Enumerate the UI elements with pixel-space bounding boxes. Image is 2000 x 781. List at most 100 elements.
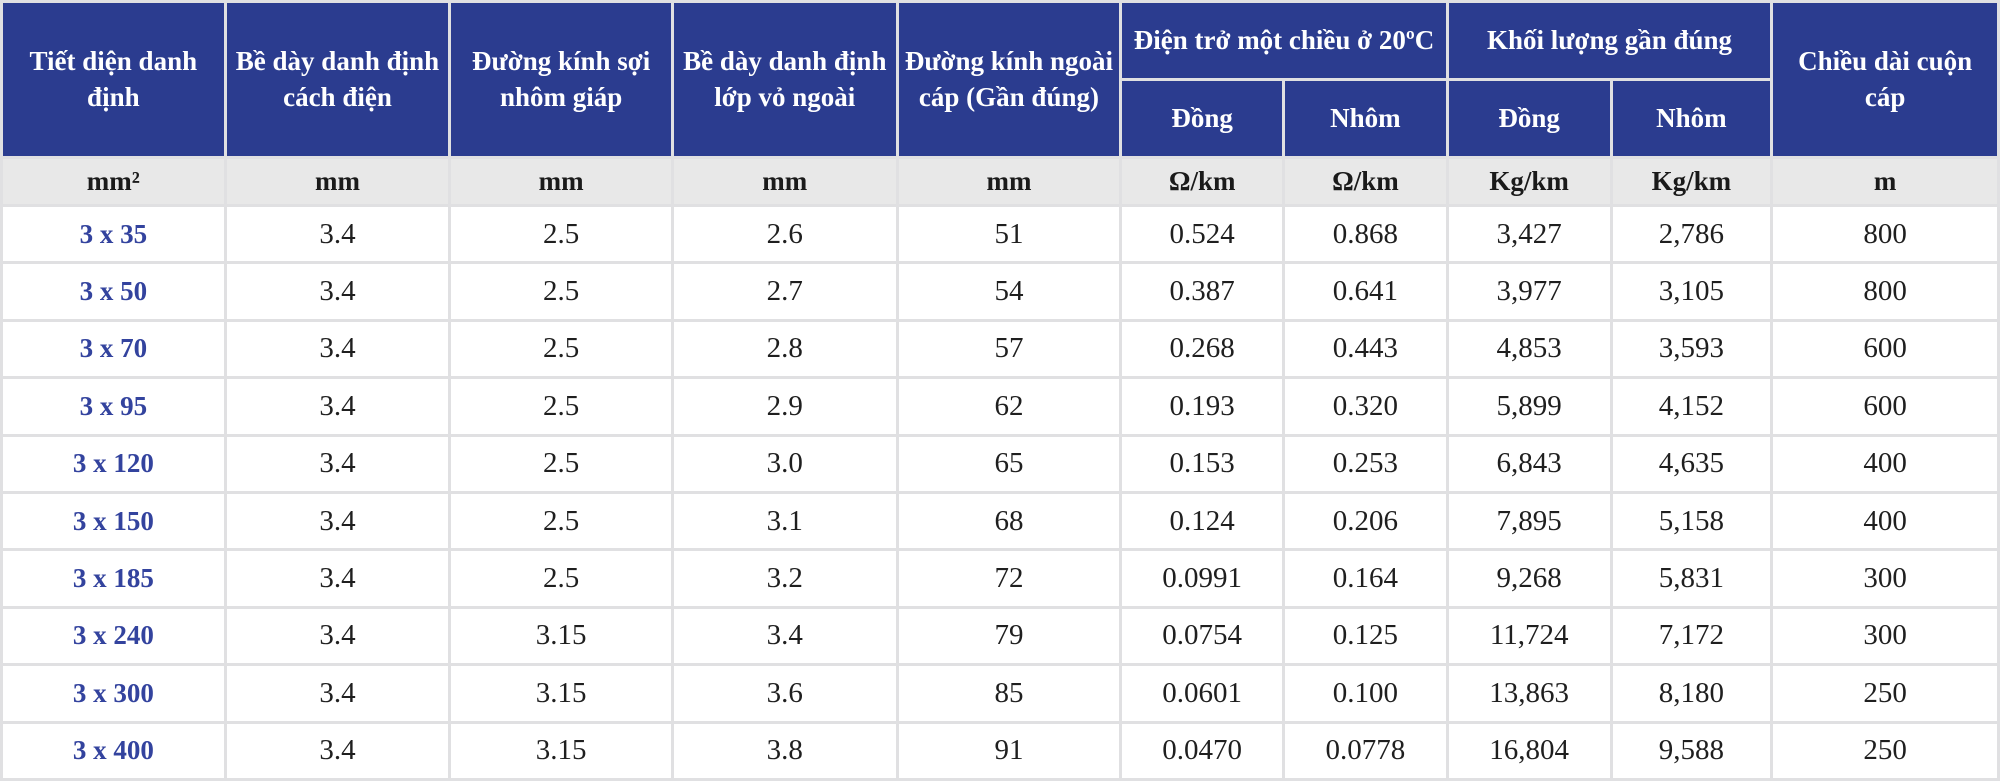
- data-cell: 2.5: [448, 433, 674, 494]
- data-cell: 0.125: [1282, 605, 1449, 667]
- data-cell: 0.0470: [1119, 720, 1286, 781]
- data-cell: 5,158: [1609, 490, 1774, 552]
- table-row: 3 x 185 3.4 2.5 3.2 72 0.0991 0.164 9,26…: [0, 548, 2000, 609]
- subheader-resistance-copper: Đồng: [1119, 78, 1286, 159]
- data-cell: 0.206: [1282, 490, 1449, 552]
- data-cell: 0.320: [1282, 376, 1449, 437]
- unit-cell: mm: [895, 156, 1123, 207]
- data-cell: 3.15: [448, 720, 674, 781]
- data-cell: 62: [895, 376, 1123, 437]
- header-outer-sheath-thickness: Bề dày danh định lớp vỏ ngoài: [670, 0, 899, 159]
- table-row: 3 x 150 3.4 2.5 3.1 68 0.124 0.206 7,895…: [0, 490, 2000, 552]
- data-cell: 54: [895, 261, 1123, 322]
- data-cell: 2.5: [448, 261, 674, 322]
- data-cell: 2.5: [448, 318, 674, 380]
- data-cell: 4,152: [1609, 376, 1774, 437]
- data-cell: 0.641: [1282, 261, 1449, 322]
- data-cell: 400: [1770, 433, 2000, 494]
- data-cell: 600: [1770, 318, 2000, 380]
- row-label: 3 x 95: [0, 376, 227, 437]
- data-cell: 91: [895, 720, 1123, 781]
- header-group-approx-mass: Khối lượng gần đúng: [1445, 0, 1774, 81]
- data-cell: 2.5: [448, 490, 674, 552]
- data-cell: 3.4: [223, 490, 452, 552]
- data-cell: 8,180: [1609, 663, 1774, 724]
- data-cell: 0.524: [1119, 203, 1286, 265]
- row-label: 3 x 240: [0, 605, 227, 667]
- table-row: 3 x 95 3.4 2.5 2.9 62 0.193 0.320 5,899 …: [0, 376, 2000, 437]
- header-group-dc-resistance: Điện trở một chiều ở 20ºC: [1119, 0, 1449, 81]
- data-cell: 13,863: [1445, 663, 1613, 724]
- table-row: 3 x 120 3.4 2.5 3.0 65 0.153 0.253 6,843…: [0, 433, 2000, 494]
- data-cell: 3.15: [448, 605, 674, 667]
- data-cell: 3.0: [670, 433, 899, 494]
- unit-cell: m: [1770, 156, 2000, 207]
- row-label: 3 x 120: [0, 433, 227, 494]
- data-cell: 16,804: [1445, 720, 1613, 781]
- data-cell: 0.100: [1282, 663, 1449, 724]
- row-label: 3 x 400: [0, 720, 227, 781]
- data-cell: 3.2: [670, 548, 899, 609]
- data-cell: 3.4: [223, 548, 452, 609]
- table-row: 3 x 300 3.4 3.15 3.6 85 0.0601 0.100 13,…: [0, 663, 2000, 724]
- data-cell: 3.6: [670, 663, 899, 724]
- data-cell: 0.0601: [1119, 663, 1286, 724]
- data-cell: 400: [1770, 490, 2000, 552]
- units-row: mm² mm mm mm mm Ω/km Ω/km Kg/km Kg/km m: [0, 156, 2000, 207]
- data-cell: 0.868: [1282, 203, 1449, 265]
- data-cell: 3,977: [1445, 261, 1613, 322]
- header-armour-wire-diameter: Đường kính sợi nhôm giáp: [448, 0, 674, 159]
- data-cell: 0.124: [1119, 490, 1286, 552]
- data-cell: 2.6: [670, 203, 899, 265]
- data-cell: 2.5: [448, 548, 674, 609]
- data-cell: 0.253: [1282, 433, 1449, 494]
- unit-cell: mm²: [0, 156, 227, 207]
- data-cell: 2.5: [448, 203, 674, 265]
- subheader-mass-copper: Đồng: [1445, 78, 1613, 159]
- data-cell: 57: [895, 318, 1123, 380]
- data-cell: 3.15: [448, 663, 674, 724]
- data-cell: 3.4: [223, 376, 452, 437]
- data-cell: 7,895: [1445, 490, 1613, 552]
- unit-cell: Ω/km: [1282, 156, 1449, 207]
- data-cell: 0.0754: [1119, 605, 1286, 667]
- data-cell: 3.4: [670, 605, 899, 667]
- data-cell: 5,831: [1609, 548, 1774, 609]
- subheader-resistance-aluminium: Nhôm: [1282, 78, 1449, 159]
- data-cell: 9,268: [1445, 548, 1613, 609]
- table-row: 3 x 400 3.4 3.15 3.8 91 0.0470 0.0778 16…: [0, 720, 2000, 781]
- data-cell: 7,172: [1609, 605, 1774, 667]
- data-cell: 3.4: [223, 203, 452, 265]
- data-cell: 3.4: [223, 261, 452, 322]
- data-cell: 0.268: [1119, 318, 1286, 380]
- data-cell: 4,635: [1609, 433, 1774, 494]
- data-cell: 2.9: [670, 376, 899, 437]
- table-row: 3 x 70 3.4 2.5 2.8 57 0.268 0.443 4,853 …: [0, 318, 2000, 380]
- data-cell: 0.193: [1119, 376, 1286, 437]
- header-nominal-cross-section: Tiết diện danh định: [0, 0, 227, 159]
- row-label: 3 x 50: [0, 261, 227, 322]
- data-cell: 600: [1770, 376, 2000, 437]
- data-cell: 65: [895, 433, 1123, 494]
- data-cell: 3.4: [223, 720, 452, 781]
- header-insulation-thickness: Bề dày danh định cách điện: [223, 0, 452, 159]
- table-row: 3 x 240 3.4 3.15 3.4 79 0.0754 0.125 11,…: [0, 605, 2000, 667]
- row-label: 3 x 185: [0, 548, 227, 609]
- data-cell: 3.1: [670, 490, 899, 552]
- unit-cell: Kg/km: [1609, 156, 1774, 207]
- data-cell: 79: [895, 605, 1123, 667]
- data-cell: 2.8: [670, 318, 899, 380]
- data-cell: 0.387: [1119, 261, 1286, 322]
- data-cell: 0.443: [1282, 318, 1449, 380]
- data-cell: 250: [1770, 663, 2000, 724]
- data-cell: 3.8: [670, 720, 899, 781]
- data-cell: 6,843: [1445, 433, 1613, 494]
- data-cell: 800: [1770, 261, 2000, 322]
- data-cell: 3.4: [223, 318, 452, 380]
- data-cell: 2.7: [670, 261, 899, 322]
- header-overall-diameter: Đường kính ngoài cáp (Gần đúng): [895, 0, 1123, 159]
- data-cell: 3,105: [1609, 261, 1774, 322]
- data-cell: 85: [895, 663, 1123, 724]
